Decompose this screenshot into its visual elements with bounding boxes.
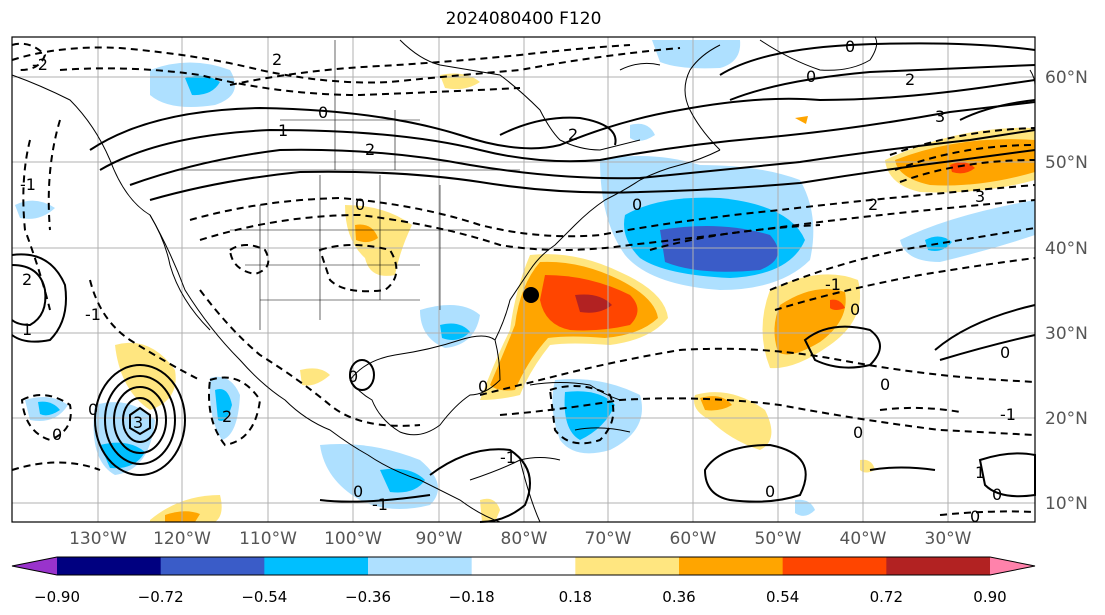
colorbar-tick-label: −0.18 xyxy=(448,588,495,606)
lon-label: 110°W xyxy=(239,529,297,549)
contour-label: 2 xyxy=(868,195,878,214)
contour-label: 0 xyxy=(850,300,860,319)
lon-label: 50°W xyxy=(754,529,802,549)
contour-label: -2 xyxy=(32,55,48,74)
lon-label: 130°W xyxy=(69,529,127,549)
contour-label: 2 xyxy=(365,140,375,159)
colorbar-tick-label: −0.36 xyxy=(345,588,391,606)
colorbar-tick-label: 0.54 xyxy=(765,588,800,606)
contour-label: 0 xyxy=(880,375,890,394)
colorbar-segment xyxy=(471,557,576,575)
colorbar-extend-max xyxy=(990,557,1035,575)
contour-label: 1 xyxy=(278,121,288,140)
lat-label: 50°N xyxy=(1045,153,1088,173)
lon-label: 90°W xyxy=(415,529,463,549)
contour-label: 0 xyxy=(845,37,855,56)
lon-label: 70°W xyxy=(584,529,632,549)
contour-label: 0 xyxy=(348,367,358,386)
contour-label: 2 xyxy=(22,270,32,289)
contour-label: 0 xyxy=(52,425,62,444)
lon-label: 60°W xyxy=(669,529,717,549)
location-marker xyxy=(523,287,539,303)
shaded-fields xyxy=(15,40,1035,522)
colorbar-segment xyxy=(886,557,991,575)
contour-label: 3 xyxy=(935,107,945,126)
colorbar-segment xyxy=(782,557,887,575)
contour-label: 3 xyxy=(975,187,985,206)
contour-label: 2 xyxy=(905,70,915,89)
lat-label: 60°N xyxy=(1045,68,1088,88)
colorbar xyxy=(11,556,1036,576)
colorbar-tick-label: −0.90 xyxy=(34,588,80,606)
contour-label: 3 xyxy=(133,413,143,432)
colorbar-segment xyxy=(575,557,680,575)
colorbar-segment xyxy=(368,557,473,575)
contour-label: 0 xyxy=(353,482,363,501)
lat-label: 20°N xyxy=(1045,409,1088,429)
contour-label: 0 xyxy=(88,400,98,419)
coastlines xyxy=(11,36,1036,523)
lon-label: 120°W xyxy=(153,529,211,549)
lon-label: 40°W xyxy=(839,529,887,549)
contour-label: 0 xyxy=(765,482,775,501)
contour-label: 2 xyxy=(222,407,232,426)
map-frame xyxy=(11,36,1036,523)
contour-label: 0 xyxy=(355,195,365,214)
contours xyxy=(11,42,1036,523)
contour-label: 0 xyxy=(632,195,642,214)
contour-label: 1 xyxy=(22,320,32,339)
contour-label: 0 xyxy=(992,485,1002,504)
lon-label: 100°W xyxy=(324,529,382,549)
colorbar-segment xyxy=(57,557,162,575)
colorbar-tick-label: −0.72 xyxy=(137,588,184,606)
contour-label: -1 xyxy=(825,275,841,294)
colorbar-tick-label: 0.90 xyxy=(973,588,1007,606)
colorbar-segment xyxy=(160,557,265,575)
colorbar-segment xyxy=(264,557,369,575)
contour-label: -1 xyxy=(500,448,516,467)
lat-label: 40°N xyxy=(1045,239,1088,259)
colorbar-outline xyxy=(11,556,1036,576)
contour-label: -1 xyxy=(85,305,101,324)
colorbar-segment xyxy=(679,557,784,575)
contour-label: -1 xyxy=(20,175,36,194)
contour-label: 0 xyxy=(853,423,863,442)
contour-label: 2 xyxy=(568,125,578,144)
lon-label: 80°W xyxy=(500,529,548,549)
lat-label: 10°N xyxy=(1045,494,1088,514)
colorbar-tick-label: 0.18 xyxy=(558,588,593,606)
contour-labels: -2 2 0 1 2 2 0 0 0 2 3 2 3 0 -1 2 1 -1 3… xyxy=(20,37,1016,526)
contour-label: 0 xyxy=(806,67,816,86)
contour-label: 0 xyxy=(970,507,980,526)
colorbar-tick-label: 0.36 xyxy=(662,588,696,606)
lon-label: 30°W xyxy=(924,529,972,549)
contour-label: 2 xyxy=(272,50,282,69)
contour-label: -1 xyxy=(372,495,388,514)
colorbar-tick-label: −0.54 xyxy=(241,588,288,606)
contour-label: -1 xyxy=(1000,405,1016,424)
contour-label: 1 xyxy=(975,463,985,482)
colorbar-tick-label: 0.72 xyxy=(869,588,904,606)
contour-label: 0 xyxy=(478,377,488,396)
graticule xyxy=(12,37,1035,522)
colorbar-extend-min xyxy=(12,557,57,575)
contour-label: 0 xyxy=(1000,343,1010,362)
map-title: 2024080400 F120 xyxy=(445,9,602,29)
contour-label: 0 xyxy=(318,103,328,122)
lat-label: 30°N xyxy=(1045,324,1088,344)
